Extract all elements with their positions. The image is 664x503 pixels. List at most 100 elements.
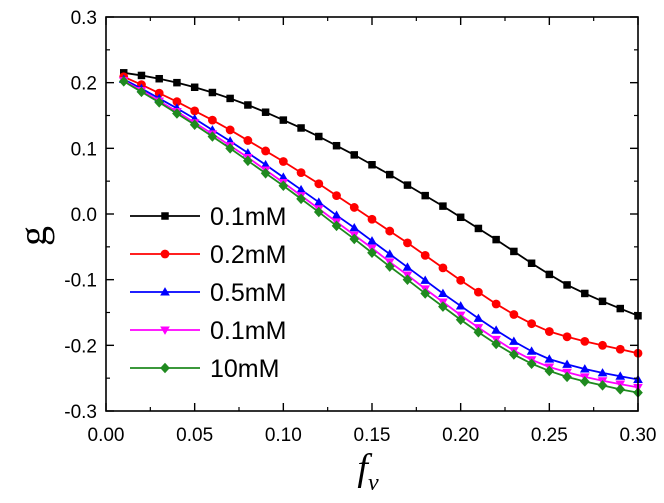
legend-item-1: 0.1mM — [130, 203, 286, 231]
legend-swatch-marker — [160, 249, 170, 259]
y-tick-label: -0.1 — [64, 271, 97, 292]
legend-item-4: 0.1mM — [130, 317, 286, 345]
series-3-point — [509, 336, 519, 345]
y-axis-title: g — [10, 226, 55, 246]
series-1-point — [492, 235, 500, 244]
y-tick-label: 0.3 — [71, 8, 97, 29]
series-2-point — [527, 319, 536, 329]
series-5-point — [367, 247, 377, 259]
series-2-line — [123, 75, 639, 355]
series-1-point — [208, 88, 217, 97]
x-tick-label: 0.05 — [176, 425, 213, 446]
series-1 — [119, 69, 642, 320]
series-3-point — [349, 222, 360, 232]
legend-label: 0.1mM — [210, 203, 286, 231]
series-3-point — [615, 371, 626, 380]
series-1-point — [403, 181, 412, 189]
series-1-point — [315, 132, 323, 141]
series-3-point — [473, 313, 484, 322]
series-5-point — [491, 338, 501, 350]
series-3-point — [526, 346, 537, 355]
x-tick-label: 0.00 — [88, 425, 125, 446]
series-1-point — [385, 170, 394, 179]
series-1-point — [581, 289, 589, 298]
legend-item-3: 0.5mM — [130, 279, 286, 307]
legend-label: 10mM — [210, 355, 279, 383]
x-tick-label: 0.25 — [531, 425, 568, 446]
y-tick-label: 0.0 — [71, 205, 97, 226]
series-5-point — [473, 326, 484, 338]
series-3-point — [278, 172, 289, 181]
series-3-point — [331, 210, 342, 219]
series-5-point — [420, 288, 431, 299]
series-2-point — [261, 146, 270, 156]
series-5-point — [384, 261, 395, 272]
series-1-line — [123, 71, 639, 317]
series-3-point — [562, 359, 572, 368]
series-2-point — [544, 327, 554, 336]
series-3-point — [402, 262, 413, 271]
series-5 — [118, 76, 643, 398]
x-axis-title-subscript: v — [368, 470, 379, 496]
series-2-point — [456, 275, 466, 285]
legend: 0.1mM 0.2mM 0.5mM 0.1mM 10mM — [130, 203, 286, 383]
series-1-point — [527, 259, 536, 267]
series-5-point — [172, 108, 182, 119]
series-1-point — [190, 83, 199, 92]
series-2-point — [314, 179, 324, 189]
series-2-point — [491, 299, 501, 309]
series-1-point — [545, 270, 554, 279]
series-5-point — [331, 220, 342, 232]
series-3-point — [455, 301, 466, 310]
series-1-point — [173, 78, 181, 87]
x-axis-title: fv — [357, 447, 379, 496]
plot-frame — [105, 16, 639, 412]
series-3-point — [367, 236, 377, 245]
series-5-point — [313, 206, 324, 218]
series-2-point — [385, 226, 395, 236]
x-tick-label: 0.10 — [265, 425, 302, 446]
series-5-point — [260, 168, 271, 179]
legend-label: 0.5mM — [210, 279, 286, 307]
legend-swatch-marker — [160, 362, 170, 374]
series-1-point — [456, 213, 465, 222]
tick-layer: 0.00 0.05 0.10 0.15 0.20 0.25 0.30 0.3 0.2 0.1 0.0… — [64, 8, 656, 446]
series-2-point — [562, 332, 572, 342]
series-5-point — [189, 119, 200, 130]
series-1-point — [439, 202, 447, 210]
series-1-point — [297, 124, 305, 132]
series-5-point — [225, 143, 235, 154]
legend-swatch-marker — [160, 326, 170, 335]
series-1-point — [244, 101, 252, 109]
series-5-point — [455, 314, 466, 326]
series-2-point — [349, 203, 359, 212]
series-2-point — [296, 168, 306, 178]
series-3-point — [384, 249, 395, 258]
series-4-line — [123, 79, 639, 389]
series-2-point — [580, 336, 590, 346]
series-1-point — [368, 161, 376, 169]
series-5-point — [349, 233, 360, 245]
series-2-point — [243, 136, 253, 145]
series-5-point — [544, 365, 555, 377]
series-5-point — [526, 358, 537, 369]
legend-label: 0.1mM — [210, 317, 286, 345]
series-5-point — [597, 380, 608, 391]
series-1-point — [563, 281, 571, 289]
series-1-point — [421, 191, 429, 200]
legend-swatch-marker — [160, 287, 170, 296]
series-2-point — [438, 263, 448, 273]
series-2-point — [332, 191, 341, 201]
series-5-point — [438, 301, 448, 312]
y-tick-label: -0.2 — [64, 336, 97, 357]
series-5-point — [509, 349, 519, 360]
series-3-point — [579, 364, 590, 373]
series-1-point — [598, 297, 607, 306]
legend-item-5: 10mM — [130, 355, 279, 383]
y-tick-label: 0.2 — [71, 74, 97, 95]
legend-label: 0.2mM — [210, 241, 286, 269]
series-2-point — [208, 115, 217, 125]
series-1-point — [474, 224, 483, 233]
series-2-point — [403, 238, 412, 248]
series-5-point — [154, 97, 165, 108]
